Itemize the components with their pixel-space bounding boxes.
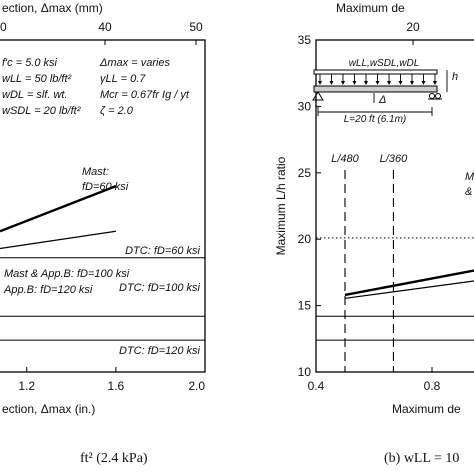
beam-load-arrowhead	[318, 81, 322, 85]
beam-load-arrowhead	[341, 81, 345, 85]
left-annotation: Mast & App.B: fD=100 ksi	[4, 268, 130, 280]
left-top-tick-label: 50	[189, 20, 203, 34]
left-top-axis-label: ection, Δmax (mm)	[2, 1, 103, 15]
right-y-tick-label: 35	[298, 33, 312, 47]
beam-h-label: h	[452, 71, 458, 83]
left-param-text: Δmax = varies	[99, 57, 171, 69]
beam-span-label: L=20 ft (6.1m)	[344, 114, 407, 125]
left-bottom-tick-label: 1.2	[18, 379, 35, 393]
beam-load-arrowhead	[387, 81, 391, 85]
beam-load-arrowhead	[433, 81, 437, 85]
right-legend-partial: &	[465, 186, 472, 198]
left-annotation: App.B: fD=120 ksi	[3, 284, 93, 296]
left-top-tick-label-partial: 0	[0, 20, 7, 34]
left-bottom-axis-label: ection, Δmax (in.)	[2, 402, 95, 416]
beam-member	[313, 85, 438, 93]
beam-load-arrowhead	[421, 81, 426, 85]
beam-roller-support	[435, 93, 441, 99]
left-param-text: ζ = 2.0	[100, 105, 134, 117]
right-plot-frame	[315, 39, 474, 373]
right-x-tick-label: 0.8	[424, 379, 441, 393]
beam-load-arrowhead	[398, 81, 403, 85]
right-y-tick-label: 30	[298, 99, 312, 113]
left-bottom-tick-label: 2.0	[188, 379, 205, 393]
left-plot-frame	[0, 39, 206, 373]
left-caption: ft² (2.4 kPa)	[80, 451, 148, 466]
beam-load-arrowhead	[352, 81, 357, 85]
right-vline-label: L/360	[380, 153, 408, 165]
left-param-text: wLL = 50 lb/ft²	[2, 73, 72, 85]
left-dtc-label: DTC: fD=120 ksi	[119, 345, 201, 357]
right-series-line	[344, 280, 474, 299]
beam-delta-label: Δ	[378, 94, 386, 106]
right-y-tick-label: 25	[298, 166, 312, 180]
beam-load-label: wLL,wSDL,wDL	[349, 58, 420, 69]
beam-load-arrowhead	[364, 81, 368, 85]
right-y-tick-label: 20	[298, 232, 312, 246]
right-y-axis-label: Maximum L/h ratio	[274, 156, 288, 255]
left-param-text: γLL = 0.7	[100, 73, 146, 85]
left-top-tick-label: 40	[98, 20, 112, 34]
right-series-line	[344, 269, 474, 297]
right-y-tick-label: 15	[298, 299, 312, 313]
right-caption: (b) wLL = 10	[384, 451, 459, 466]
right-legend-partial: M	[465, 171, 474, 183]
beam-load-band	[313, 69, 438, 75]
left-param-text: wSDL = 20 lb/ft²	[2, 105, 81, 117]
right-x-axis-label: Maximum de	[392, 402, 461, 416]
left-series-line	[0, 230, 116, 250]
beam-pin-support	[312, 91, 324, 101]
right-y-tick-label: 10	[298, 365, 312, 379]
left-param-text: Mcr = 0.67fr Ig / yt	[100, 89, 190, 101]
beam-load-arrowhead	[375, 81, 380, 85]
left-panel: ection, Δmax (mm) 40 50 0 1.2 1.6 2.0 ection, Δ…	[0, 1, 206, 466]
right-top-axis-label: Maximum de	[336, 1, 405, 15]
left-series-line	[0, 184, 117, 233]
left-series-label: fD=60 ksi	[82, 181, 129, 193]
left-dtc-label: DTC: fD=100 ksi	[119, 282, 201, 294]
right-x-tick-label: 0.4	[308, 379, 325, 393]
left-param-text: wDL = slf. wt.	[2, 89, 68, 101]
beam-load-arrowhead	[410, 81, 414, 85]
left-param-text: f'c = 5.0 ksi	[2, 57, 58, 69]
right-top-tick-label: 20	[406, 20, 420, 34]
beam-load-arrowhead	[329, 81, 334, 85]
left-dtc-label: DTC: fD=60 ksi	[125, 245, 200, 257]
beam-roller-support	[429, 93, 435, 99]
left-series-label: Mast:	[82, 166, 109, 178]
left-bottom-tick-label: 1.6	[108, 379, 125, 393]
right-vline-label: L/480	[331, 153, 359, 165]
